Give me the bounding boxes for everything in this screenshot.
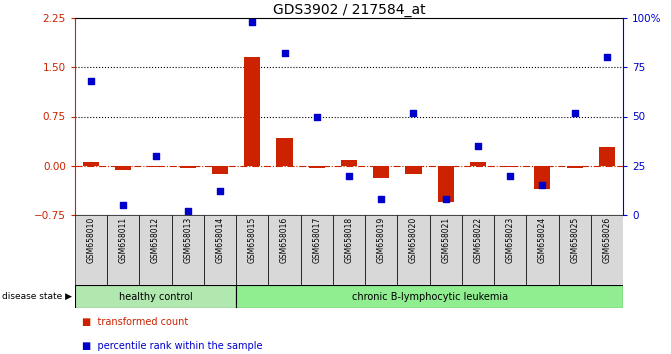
Text: GSM658014: GSM658014: [215, 217, 225, 263]
Bar: [268, 215, 301, 285]
Bar: [83, 162, 99, 166]
Point: [344, 173, 354, 178]
Bar: [526, 215, 558, 285]
Bar: [365, 215, 397, 285]
Bar: [75, 215, 107, 285]
Bar: [236, 285, 623, 308]
Text: GSM658010: GSM658010: [87, 217, 96, 263]
Text: GSM658021: GSM658021: [442, 217, 450, 263]
Point: [408, 110, 419, 115]
Point: [376, 196, 386, 202]
Bar: [309, 166, 325, 169]
Text: GSM658016: GSM658016: [280, 217, 289, 263]
Text: GSM658019: GSM658019: [376, 217, 386, 263]
Text: GSM658011: GSM658011: [119, 217, 128, 263]
Bar: [462, 215, 494, 285]
Bar: [333, 215, 365, 285]
Point: [311, 114, 322, 119]
Text: ■  percentile rank within the sample: ■ percentile rank within the sample: [82, 341, 262, 351]
Bar: [437, 166, 454, 202]
Bar: [75, 285, 236, 308]
Point: [569, 110, 580, 115]
Text: disease state ▶: disease state ▶: [2, 292, 72, 301]
Bar: [140, 215, 172, 285]
Bar: [566, 166, 582, 169]
Text: GDS3902 / 217584_at: GDS3902 / 217584_at: [272, 3, 425, 17]
Bar: [301, 215, 333, 285]
Bar: [429, 215, 462, 285]
Bar: [397, 215, 429, 285]
Text: GSM658015: GSM658015: [248, 217, 257, 263]
Text: GSM658013: GSM658013: [183, 217, 193, 263]
Point: [215, 189, 225, 194]
Bar: [502, 166, 518, 167]
Bar: [276, 138, 293, 166]
Text: GSM658020: GSM658020: [409, 217, 418, 263]
Text: chronic B-lymphocytic leukemia: chronic B-lymphocytic leukemia: [352, 291, 508, 302]
Bar: [148, 166, 164, 167]
Bar: [341, 160, 357, 166]
Point: [505, 173, 515, 178]
Bar: [212, 166, 228, 173]
Point: [150, 153, 161, 159]
Point: [247, 19, 258, 25]
Bar: [470, 162, 486, 166]
Bar: [534, 166, 550, 189]
Text: healthy control: healthy control: [119, 291, 193, 302]
Bar: [405, 166, 421, 173]
Point: [440, 196, 451, 202]
Point: [537, 183, 548, 188]
Text: GSM658022: GSM658022: [474, 217, 482, 263]
Text: GSM658012: GSM658012: [151, 217, 160, 263]
Text: GSM658025: GSM658025: [570, 217, 579, 263]
Bar: [599, 147, 615, 166]
Bar: [115, 166, 132, 170]
Point: [118, 202, 129, 208]
Point: [279, 51, 290, 56]
Point: [183, 208, 193, 214]
Bar: [204, 215, 236, 285]
Text: GSM658026: GSM658026: [603, 217, 611, 263]
Bar: [180, 166, 196, 169]
Text: ■  transformed count: ■ transformed count: [82, 316, 188, 326]
Text: GSM658023: GSM658023: [506, 217, 515, 263]
Point: [472, 143, 483, 149]
Bar: [244, 57, 260, 166]
Bar: [236, 215, 268, 285]
Text: GSM658018: GSM658018: [344, 217, 354, 263]
Bar: [558, 215, 590, 285]
Bar: [494, 215, 526, 285]
Bar: [373, 166, 389, 178]
Text: GSM658024: GSM658024: [538, 217, 547, 263]
Point: [86, 78, 97, 84]
Bar: [590, 215, 623, 285]
Bar: [172, 215, 204, 285]
Bar: [107, 215, 140, 285]
Point: [601, 55, 612, 60]
Text: GSM658017: GSM658017: [312, 217, 321, 263]
